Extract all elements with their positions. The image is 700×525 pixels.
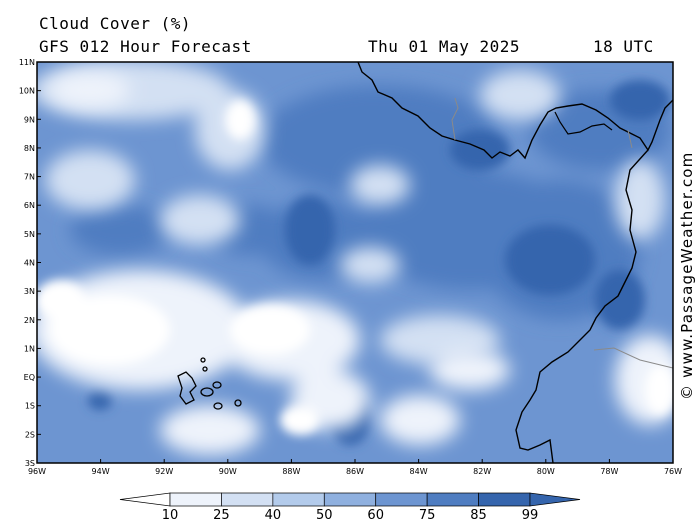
forecast-subtitle: GFS 012 Hour Forecast [39, 37, 252, 56]
map-title: Cloud Cover (%) [39, 14, 191, 33]
lat-label: EQ [24, 373, 35, 382]
colorbar-swatch [375, 492, 428, 507]
lat-label: 3S [25, 459, 35, 468]
lon-label: 78W [600, 467, 618, 476]
colorbar-label: 99 [521, 508, 539, 523]
colorbar [119, 492, 581, 507]
galapagos-islands [177, 357, 242, 410]
lat-label: 11N [19, 58, 35, 67]
latitude-axis: 11N 10N 9N 8N 7N 6N 5N 4N 3N 2N 1N EQ 1S 2S 3S [19, 58, 41, 468]
colorbar-label: 40 [264, 508, 282, 523]
colorbar-swatch [169, 492, 222, 507]
lat-label: 4N [24, 259, 35, 268]
lat-label: 5N [24, 230, 35, 239]
lon-label: 92W [155, 467, 173, 476]
longitude-axis: 96W 94W 92W 90W 88W 86W 84W 82W 80W 78W 76W [28, 459, 682, 476]
colorbar-swatch [323, 492, 377, 507]
lat-label: 7N [24, 173, 35, 182]
colorbar-max-arrow [529, 492, 581, 507]
lat-label: 6N [24, 201, 35, 210]
lon-label: 88W [282, 467, 300, 476]
lon-label: 94W [92, 467, 110, 476]
colorbar-label: 50 [316, 508, 333, 523]
colorbar-label: 60 [367, 508, 384, 523]
lon-label: 84W [410, 467, 428, 476]
lat-label: 9N [24, 115, 35, 124]
lon-label: 86W [346, 467, 364, 476]
lat-label: 10N [19, 87, 35, 96]
lon-label: 76W [664, 467, 682, 476]
coastline [357, 62, 673, 160]
lon-label: 80W [537, 467, 555, 476]
lon-label: 96W [28, 467, 46, 476]
forecast-time: 18 UTC [593, 37, 654, 56]
colorbar-swatch [221, 492, 274, 507]
lon-label: 90W [219, 467, 237, 476]
forecast-date: Thu 01 May 2025 [368, 37, 520, 56]
colorbar-swatch [272, 492, 325, 507]
watermark: © www.PassageWeather.com [678, 152, 698, 420]
colorbar-min-arrow [119, 492, 171, 507]
colorbar-label: 10 [161, 508, 179, 523]
colorbar-label: 75 [418, 508, 436, 523]
lat-label: 3N [24, 287, 35, 296]
lon-label: 82W [473, 467, 491, 476]
colorbar-label: 85 [470, 508, 487, 523]
lat-label: 1S [25, 402, 35, 411]
watermark-text: © www.PassageWeather.com [678, 151, 696, 400]
cloud-field [37, 62, 673, 463]
coastline-south [515, 149, 649, 463]
colorbar-swatch [478, 492, 531, 507]
colorbar-swatch [426, 492, 479, 507]
lat-label: 8N [24, 144, 35, 153]
panama-gulf [554, 111, 613, 135]
lat-label: 2S [25, 430, 35, 439]
country-border [451, 97, 673, 369]
lat-label: 1N [24, 344, 35, 353]
lat-label: 2N [24, 316, 35, 325]
colorbar-label: 25 [213, 508, 230, 523]
